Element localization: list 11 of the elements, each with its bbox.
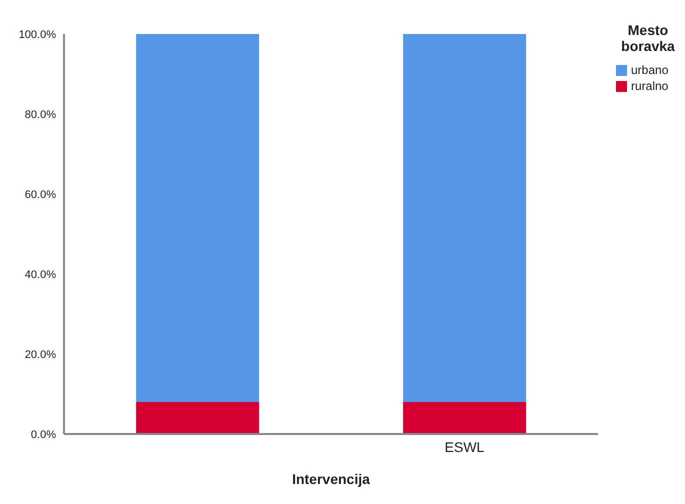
y-tick-label: 0.0% [30,428,56,441]
y-tick-label: 80.0% [24,108,56,121]
legend-label: ruralno [631,79,668,93]
legend-title: Mesto boravka [620,22,676,54]
legend-label: urbano [631,63,668,77]
y-tick-label: 60.0% [24,188,56,201]
y-tick-label: 20.0% [24,348,56,361]
x-axis-title: Intervencija [292,471,370,487]
y-tick-label: 100.0% [18,28,56,41]
y-tick-label: 40.0% [24,268,56,281]
x-tick-label: ESWL [444,438,485,455]
